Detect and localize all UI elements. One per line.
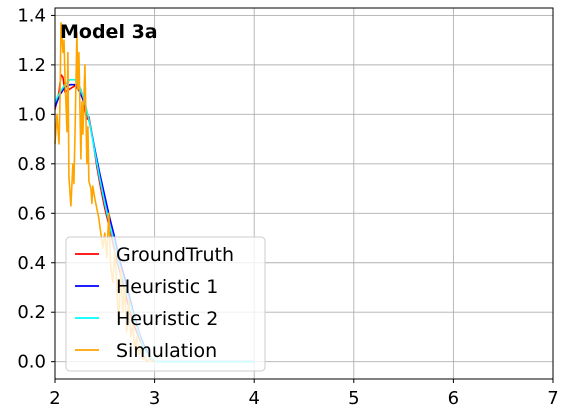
plot-frame (54, 7, 554, 380)
x-tick-label: 7 (547, 388, 558, 409)
legend-box (65, 236, 266, 372)
legend-label-simulation: Simulation (116, 340, 217, 362)
legend-label-groundtruth: GroundTruth (116, 244, 234, 266)
x-tick-label: 3 (149, 388, 160, 409)
y-tick-label: 0.2 (17, 302, 46, 323)
x-tick-label: 2 (49, 388, 60, 409)
legend-label-heuristic-2: Heuristic 2 (116, 308, 218, 330)
axis-ticks: 2 3 4 5 6 7 0.0 0.2 0.4 0.6 0.8 1.0 1.2 1.4 (17, 5, 558, 409)
x-tick-label: 5 (348, 388, 359, 409)
y-tick-label: 1.4 (17, 5, 46, 26)
y-tick-label: 1.0 (17, 104, 46, 125)
x-tick-label: 6 (448, 388, 459, 409)
legend: GroundTruth Heuristic 1 Heuristic 2 Simulat… (65, 236, 266, 372)
chart-title: Model 3a (60, 21, 158, 43)
legend-label-heuristic-1: Heuristic 1 (116, 276, 218, 298)
y-tick-label: 1.2 (17, 55, 46, 76)
y-tick-label: 0.6 (17, 203, 46, 224)
y-tick-label: 0.8 (17, 154, 46, 175)
y-tick-label: 0.4 (17, 253, 46, 274)
x-tick-label: 4 (248, 388, 259, 409)
y-tick-label: 0.0 (17, 352, 46, 373)
